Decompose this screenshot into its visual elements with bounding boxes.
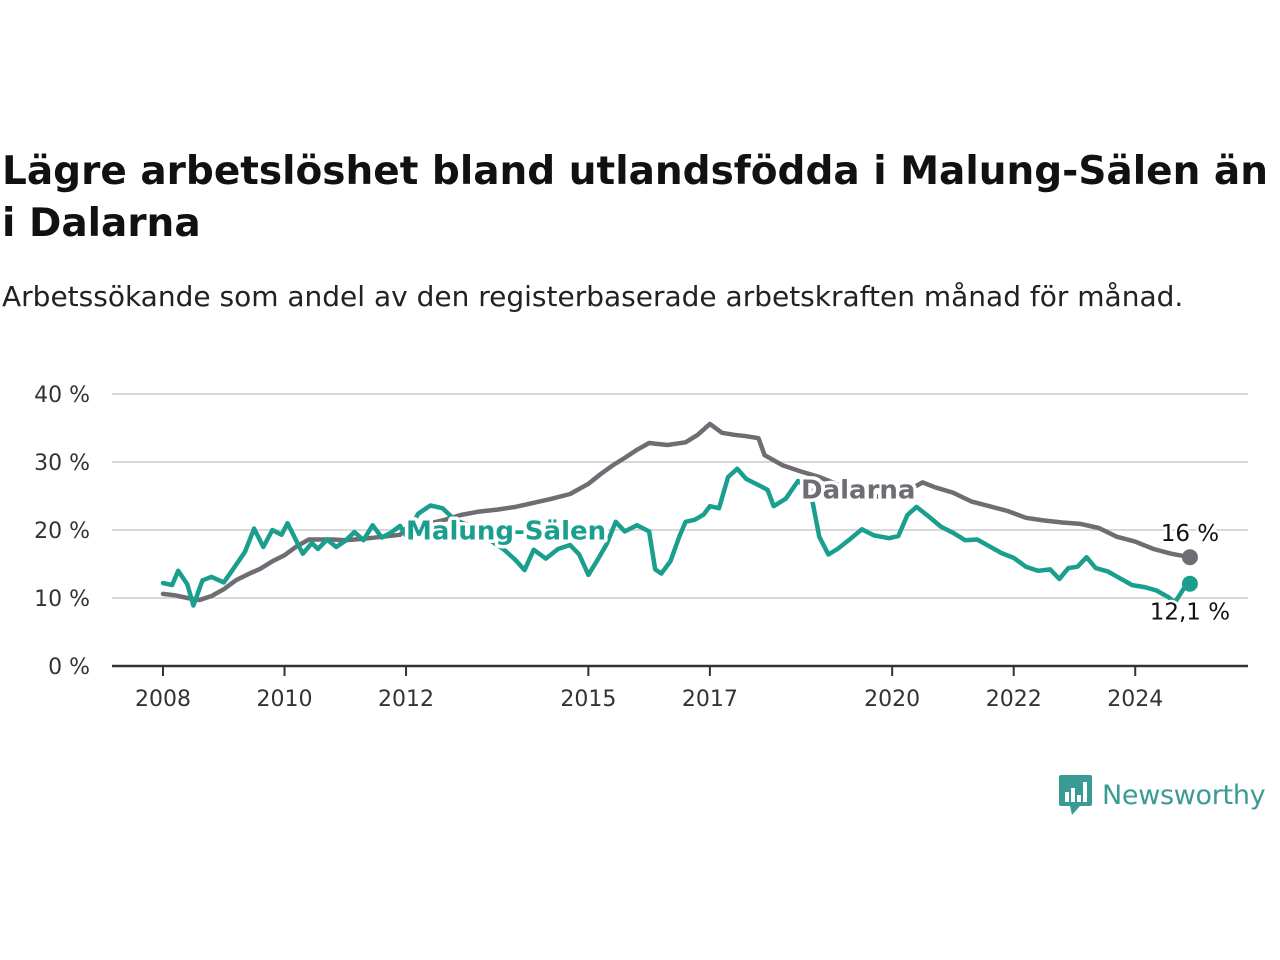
series-end-point-0 bbox=[1181, 549, 1198, 566]
series-line-0 bbox=[160, 421, 1193, 603]
brand-name: Newsworthy bbox=[1102, 779, 1266, 811]
newsworthy-logo-icon bbox=[1059, 775, 1092, 815]
series-end-label: 16 % bbox=[1161, 521, 1219, 547]
x-tick-label: 2024 bbox=[1107, 687, 1163, 712]
series-end-point-1 bbox=[1181, 575, 1198, 592]
chart-title: Lägre arbetslöshet bland utlandsfödda i … bbox=[2, 149, 1268, 246]
y-tick-label: 20 % bbox=[34, 519, 90, 544]
x-axis-ticks: 2008 2010 2012 2015 2017 2020 2022 2024 bbox=[135, 666, 1163, 712]
series-end-label: 12,1 % bbox=[1150, 600, 1230, 626]
x-tick-label: 2010 bbox=[257, 687, 313, 712]
y-tick-label: 30 % bbox=[34, 451, 90, 476]
x-tick-label: 2008 bbox=[135, 687, 191, 712]
series-line-1 bbox=[160, 466, 1193, 608]
series-name-label: Malung-Sälen bbox=[406, 517, 606, 547]
y-axis-ticks: 0 % 10 % 20 % 30 % 40 % bbox=[34, 383, 90, 680]
x-tick-label: 2015 bbox=[560, 687, 616, 712]
series-name-label: Dalarna bbox=[801, 476, 915, 506]
x-tick-label: 2020 bbox=[864, 687, 920, 712]
series-labels: Dalarna Malung-Sälen 16 % 12,1 % bbox=[403, 472, 1233, 628]
newsworthy-logo: Newsworthy bbox=[1058, 772, 1266, 818]
x-tick-label: 2022 bbox=[986, 687, 1042, 712]
y-tick-label: 10 % bbox=[34, 587, 90, 612]
x-tick-label: 2017 bbox=[682, 687, 738, 712]
y-tick-label: 40 % bbox=[34, 383, 90, 408]
x-tick-label: 2012 bbox=[378, 687, 434, 712]
series-lines bbox=[160, 421, 1198, 608]
chart-subtitle: Arbetssökande som andel av den registerb… bbox=[2, 280, 1184, 313]
y-tick-label: 0 % bbox=[48, 655, 90, 680]
line-chart: 0 % 10 % 20 % 30 % 40 % 2008 2010 2012 2015 2017… bbox=[34, 383, 1248, 712]
